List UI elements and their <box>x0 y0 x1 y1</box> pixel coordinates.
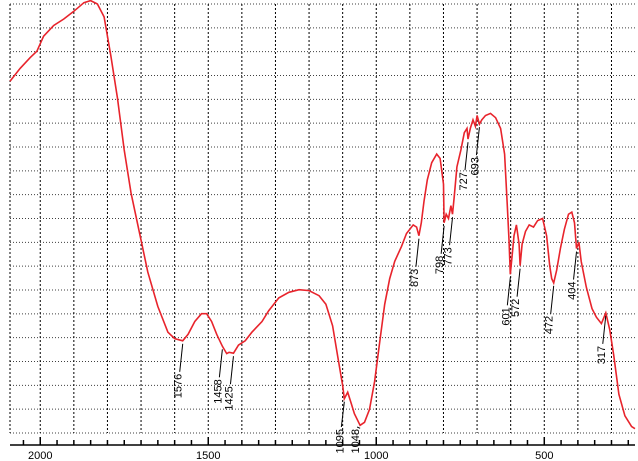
peak-annotation: 1576 <box>173 343 185 398</box>
plot-area <box>9 0 636 430</box>
peak-label: 1425 <box>224 386 236 410</box>
peak-label: 1458 <box>212 379 224 403</box>
peak-leader-line <box>415 238 420 267</box>
peak-label: 572 <box>510 299 522 317</box>
peak-label: 601 <box>500 307 512 325</box>
peak-leader-line <box>356 426 361 429</box>
x-axis: 2000 1500 1000 500 <box>10 437 635 461</box>
peak-label: 693 <box>469 157 481 175</box>
peak-leader-line <box>550 285 555 314</box>
peak-label: 404 <box>567 282 579 300</box>
peak-label: 317 <box>596 346 608 364</box>
peak-leader-line <box>464 142 469 171</box>
peak-leader-line <box>218 349 223 378</box>
peak-leader-line <box>449 217 454 246</box>
grid <box>9 3 635 434</box>
peak-label: 1048 <box>350 429 362 453</box>
peak-annotation: 1425 <box>224 356 236 411</box>
peak-annotation: 693 <box>469 127 481 175</box>
peak-annotation: 317 <box>596 315 608 364</box>
peak-label: 773 <box>443 247 455 265</box>
peak-annotation: 1095 <box>334 401 346 453</box>
peak-leader-line <box>506 277 511 306</box>
peak-annotation: 727 <box>458 142 470 190</box>
peak-label: 1095 <box>334 429 346 453</box>
spectrum-line <box>9 0 636 430</box>
x-tick-label: 500 <box>535 450 553 461</box>
peak-annotation: 601 <box>500 277 512 326</box>
peak-label: 873 <box>409 269 421 287</box>
peak-annotation: 472 <box>544 285 556 334</box>
peak-leader-line <box>475 127 480 156</box>
x-tick-label: 1500 <box>196 450 220 461</box>
peak-label: 798 <box>434 256 446 274</box>
peak-leader-line <box>602 315 607 344</box>
peak-annotation: 1458 <box>212 349 224 404</box>
peak-leader-line <box>179 343 184 372</box>
peak-annotation: 404 <box>567 251 579 300</box>
peak-label: 727 <box>458 172 470 190</box>
peak-label: 1576 <box>173 374 185 398</box>
peak-annotation: 873 <box>409 238 421 287</box>
peak-leader-line <box>340 401 345 428</box>
peak-annotation: 798 <box>434 225 446 274</box>
peak-annotation: 773 <box>443 217 455 266</box>
peak-annotation: 572 <box>510 268 522 317</box>
peak-label: 472 <box>544 316 556 334</box>
x-tick-label: 2000 <box>28 450 52 461</box>
peak-leader-line <box>229 356 234 385</box>
peak-leader-line <box>516 268 521 297</box>
peak-annotation: 1048 <box>350 426 362 453</box>
peak-leader-line <box>440 225 445 254</box>
peak-leader-line <box>573 251 578 280</box>
x-tick-label: 1000 <box>364 450 388 461</box>
